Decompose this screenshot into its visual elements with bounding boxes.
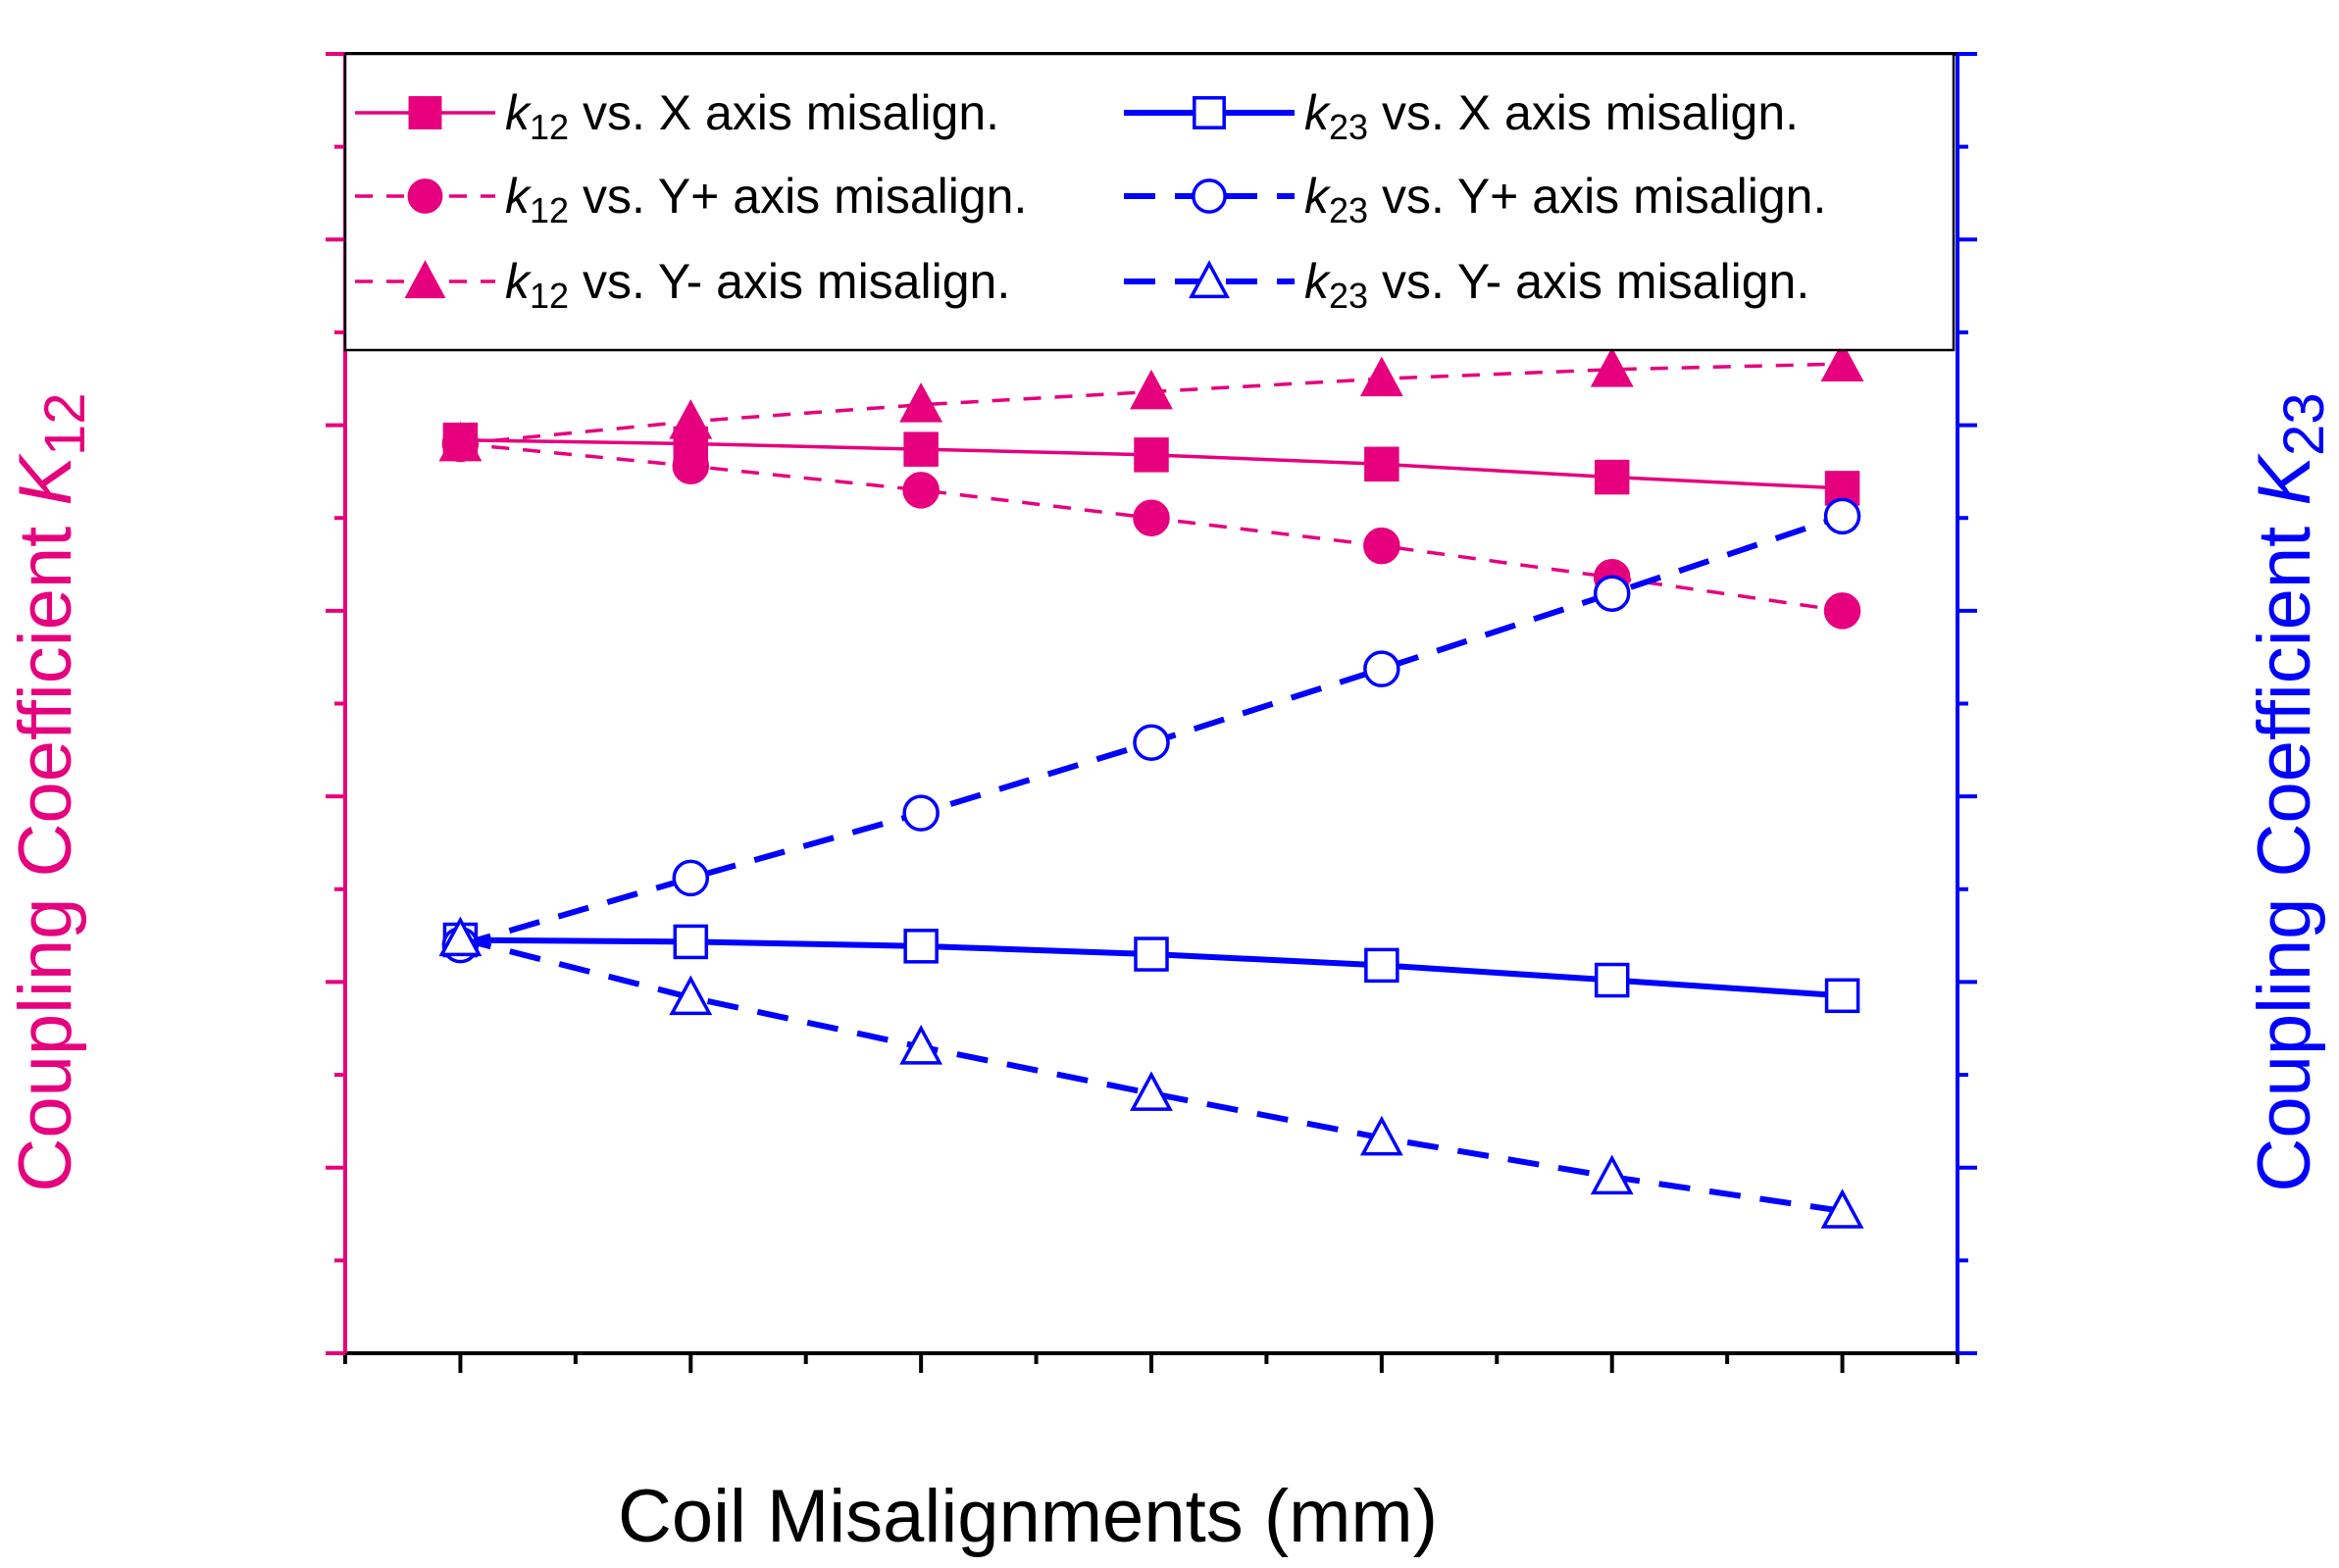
legend-subscript: 12	[530, 107, 569, 147]
legend-marker-1	[407, 178, 443, 214]
legend-subscript: 23	[1329, 276, 1368, 316]
legend-symbol: k	[1304, 254, 1332, 309]
series-2-point	[438, 421, 483, 462]
legend-marker-0	[408, 96, 442, 129]
legend-text: vs. Y+ axis misalign.	[569, 169, 1027, 224]
legend-box	[343, 52, 1956, 352]
series-2-point	[1130, 369, 1173, 410]
legend-subscript: 12	[530, 276, 569, 316]
series-2-point	[899, 382, 943, 423]
series-5-point	[669, 975, 713, 1016]
legend-label-2: k12 vs. Y- axis misalign.	[505, 254, 1010, 316]
series-0-point	[1134, 437, 1169, 473]
series-5-point	[899, 1024, 943, 1065]
series-0-point	[1364, 446, 1399, 482]
legend-subscript: 23	[1329, 190, 1368, 230]
legend-label-1: k12 vs. Y+ axis misalign.	[505, 169, 1027, 230]
legend-label-5: k23 vs. Y- axis misalign.	[1304, 254, 1809, 316]
legend-symbol: k	[505, 254, 533, 309]
series-4-point	[1363, 650, 1400, 687]
series-2-point	[669, 399, 713, 439]
series-4-point	[1823, 497, 1861, 535]
series-3-point	[1594, 962, 1630, 998]
legend-label-4: k23 vs. Y+ axis misalign.	[1304, 169, 1826, 230]
series-2-point	[1820, 341, 1864, 382]
legend-text: vs. Y- axis misalign.	[569, 254, 1010, 309]
legend-label-0: k12 vs. X axis misalign.	[505, 85, 999, 147]
series-5-point	[1820, 1189, 1864, 1229]
series-1-point	[1363, 527, 1400, 565]
y-axis-title-right: Coupling Coefficient K23	[2243, 392, 2336, 1191]
legend-symbol: k	[1304, 85, 1332, 140]
legend-label-3: k23 vs. X axis misalign.	[1304, 85, 1799, 147]
legend-text: vs. X axis misalign.	[1368, 85, 1799, 140]
series-4-point	[902, 794, 940, 832]
legend-text: vs. Y- axis misalign.	[1368, 254, 1809, 309]
series-2-point	[1590, 347, 1634, 387]
series-2-point	[1359, 356, 1403, 397]
series-1-point	[1823, 592, 1861, 630]
legend-marker-2	[404, 260, 446, 299]
legend-marker-4	[1192, 178, 1227, 214]
series-5-point	[1130, 1071, 1173, 1111]
series-4-point	[1133, 724, 1170, 761]
legend-marker-5	[1189, 260, 1230, 299]
series-5-point	[438, 916, 483, 957]
series-1-point	[902, 472, 940, 509]
legend-symbol: k	[505, 85, 533, 140]
legend-text: vs. X axis misalign.	[569, 85, 999, 140]
x-axis-title: Coil Misalignments (mm)	[618, 1475, 1438, 1558]
legend-marker-3	[1193, 96, 1226, 129]
series-3-point	[1824, 978, 1860, 1014]
legend-subscript: 12	[530, 190, 569, 230]
series-1-point	[672, 447, 710, 484]
series-4-point	[672, 859, 710, 897]
series-3-point	[673, 924, 709, 960]
series-4-point	[1593, 575, 1631, 612]
legend-subscript: 23	[1329, 107, 1368, 147]
series-3-point	[903, 929, 939, 964]
series-5-point	[1359, 1115, 1403, 1156]
legend-symbol: k	[505, 169, 533, 224]
legend: k12 vs. X axis misalign.k12 vs. Y+ axis …	[343, 52, 1956, 352]
legend-symbol: k	[1304, 169, 1332, 224]
series-3-point	[1364, 947, 1399, 984]
series-3-point	[1134, 936, 1169, 972]
plot-area	[326, 52, 1977, 1373]
series-0-point	[903, 431, 939, 467]
series-0-point	[1594, 459, 1630, 495]
y-axis-title-left: Coupling Coefficient K12	[4, 392, 97, 1191]
series-1-point	[1133, 499, 1170, 536]
legend-text: vs. Y+ axis misalign.	[1368, 169, 1826, 224]
series-5-point	[1590, 1154, 1634, 1195]
